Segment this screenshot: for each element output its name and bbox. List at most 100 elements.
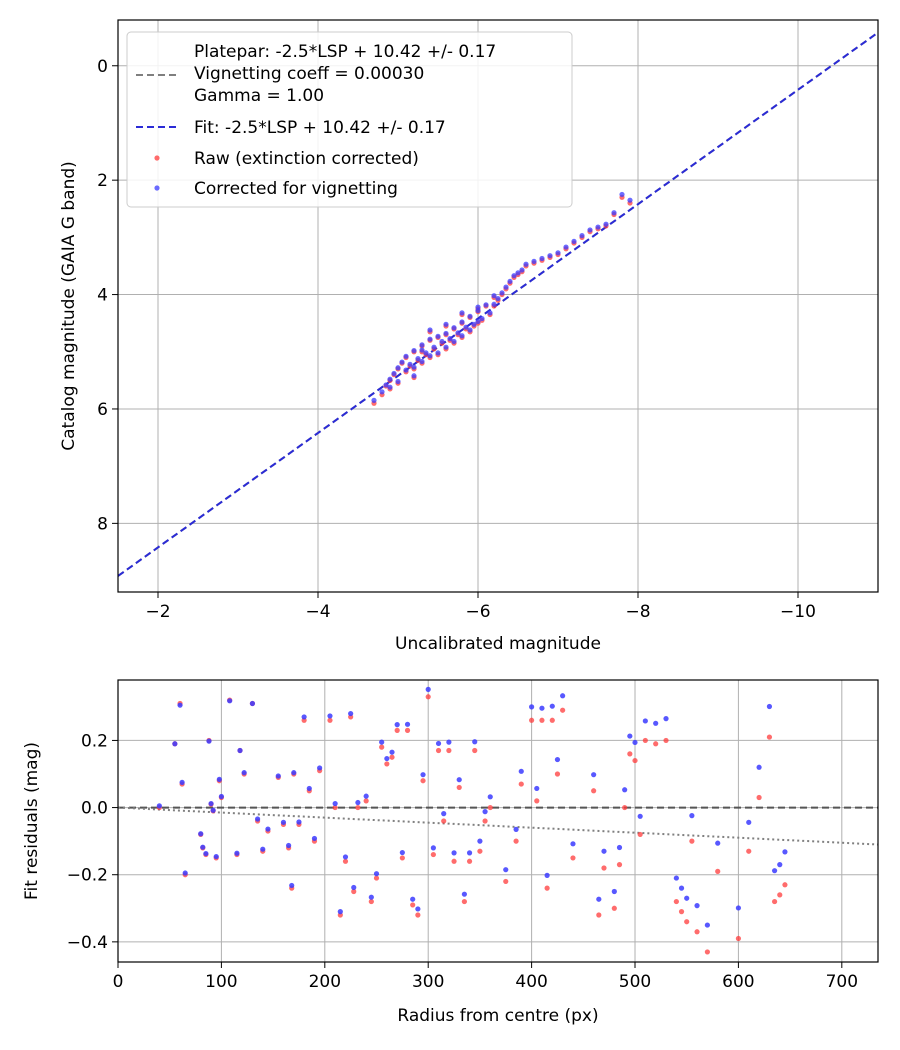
legend-raw-marker-icon xyxy=(154,155,160,161)
residuals-x-ticks: 0 100 200 300 400 500 600 700 xyxy=(113,962,858,992)
residual-raw-point xyxy=(415,912,421,918)
corrected-point xyxy=(403,367,409,373)
residual-corrected-point xyxy=(777,862,783,868)
corrected-point xyxy=(587,227,593,233)
y-tick-label: 0 xyxy=(97,57,108,77)
residual-corrected-point xyxy=(296,819,302,825)
x-tick-label: 700 xyxy=(826,972,858,992)
residual-raw-point xyxy=(389,754,395,760)
legend-platepar-label-line2: Vignetting coeff = 0.00030 xyxy=(194,64,424,84)
residuals-x-axis-label: Radius from centre (px) xyxy=(397,1006,598,1026)
corrected-point xyxy=(391,370,397,377)
corrected-point xyxy=(443,344,449,350)
residual-raw-point xyxy=(451,858,457,864)
main-scatter-points xyxy=(371,191,633,406)
residual-corrected-point xyxy=(420,772,426,778)
residual-corrected-point xyxy=(451,850,457,856)
residual-corrected-point xyxy=(373,871,380,877)
residual-corrected-point xyxy=(771,868,778,874)
corrected-point xyxy=(439,338,445,345)
residual-raw-point xyxy=(694,929,700,935)
residual-corrected-point xyxy=(289,882,295,889)
residual-corrected-point xyxy=(179,779,185,785)
residual-corrected-point xyxy=(351,884,357,891)
residual-raw-point xyxy=(684,919,690,925)
residual-corrected-point xyxy=(782,849,788,855)
residual-raw-point xyxy=(399,855,405,861)
residual-corrected-point xyxy=(549,703,555,709)
residual-corrected-point xyxy=(265,826,271,832)
residual-corrected-point xyxy=(379,739,385,745)
y-tick-label: 2 xyxy=(97,171,108,191)
corrected-point xyxy=(459,310,465,316)
residual-raw-point xyxy=(591,788,597,794)
residuals-reference-lines xyxy=(118,806,878,846)
residual-raw-point xyxy=(560,707,566,713)
residual-corrected-point xyxy=(627,733,633,739)
corrected-point xyxy=(435,350,441,356)
residuals-plot: 0 100 200 300 400 500 600 700 0.2 0.0 −0.2 −0.4 Ra… xyxy=(22,679,879,1026)
residual-corrected-point xyxy=(622,787,628,793)
residual-raw-point xyxy=(332,804,338,811)
residual-corrected-point xyxy=(689,813,695,819)
residual-corrected-point xyxy=(241,770,247,776)
residual-corrected-point xyxy=(539,705,545,711)
corrected-point xyxy=(555,250,561,256)
residual-raw-point xyxy=(735,935,742,942)
residual-corrected-point xyxy=(291,770,297,776)
corrected-point xyxy=(451,325,457,331)
corrected-point xyxy=(487,310,493,316)
residual-corrected-point xyxy=(611,888,617,895)
residuals-y-axis-label: Fit residuals (mag) xyxy=(22,742,42,900)
corrected-point xyxy=(411,373,417,379)
residual-corrected-point xyxy=(172,741,178,747)
residual-corrected-point xyxy=(441,811,447,817)
residual-raw-point xyxy=(746,848,752,854)
residual-corrected-point xyxy=(684,895,690,901)
residual-corrected-point xyxy=(198,831,204,837)
legend-fit-label: Fit: -2.5*LSP + 10.42 +/- 0.17 xyxy=(194,118,446,138)
corrected-point xyxy=(427,327,433,333)
residual-corrected-point xyxy=(456,777,462,783)
residual-corrected-point xyxy=(766,703,773,710)
residual-raw-point xyxy=(351,888,357,895)
corrected-point xyxy=(475,318,481,325)
residual-raw-point xyxy=(425,694,431,700)
residual-raw-point xyxy=(782,882,788,888)
main-axes-frame xyxy=(117,19,879,593)
residual-corrected-point xyxy=(156,803,162,809)
corrected-point xyxy=(563,244,569,250)
x-tick-label: 500 xyxy=(619,972,651,992)
residual-corrected-point xyxy=(216,776,222,782)
residual-raw-point xyxy=(435,747,442,754)
residuals-y-ticks: 0.2 0.0 −0.2 −0.4 xyxy=(67,731,118,953)
residual-corrected-point xyxy=(477,838,483,844)
residual-corrected-point xyxy=(415,906,421,912)
legend-corrected-marker-icon xyxy=(154,185,160,191)
corrected-point xyxy=(419,358,425,365)
corrected-point xyxy=(455,330,461,336)
corrected-point xyxy=(475,304,481,310)
corrected-point xyxy=(431,344,437,350)
residual-corrected-point xyxy=(306,785,312,792)
legend-corrected-label: Corrected for vignetting xyxy=(194,179,398,199)
residual-corrected-point xyxy=(694,903,700,909)
residual-raw-point xyxy=(663,737,669,744)
residual-corrected-point xyxy=(472,739,478,745)
residual-corrected-point xyxy=(544,872,550,878)
residual-corrected-point xyxy=(596,896,602,902)
residual-raw-point xyxy=(446,747,452,754)
residual-corrected-point xyxy=(735,905,742,911)
corrected-point xyxy=(415,356,421,362)
x-tick-label: −2 xyxy=(145,602,170,622)
residual-raw-point xyxy=(456,784,462,791)
x-tick-label: −8 xyxy=(625,602,650,622)
residual-raw-point xyxy=(715,868,721,874)
residual-raw-point xyxy=(653,741,659,747)
residual-corrected-point xyxy=(260,846,266,852)
residual-corrected-point xyxy=(673,875,679,881)
residual-raw-point xyxy=(466,858,473,864)
residual-corrected-point xyxy=(601,848,607,854)
residual-raw-point xyxy=(384,761,390,767)
vignetting-trend-line xyxy=(118,806,878,846)
